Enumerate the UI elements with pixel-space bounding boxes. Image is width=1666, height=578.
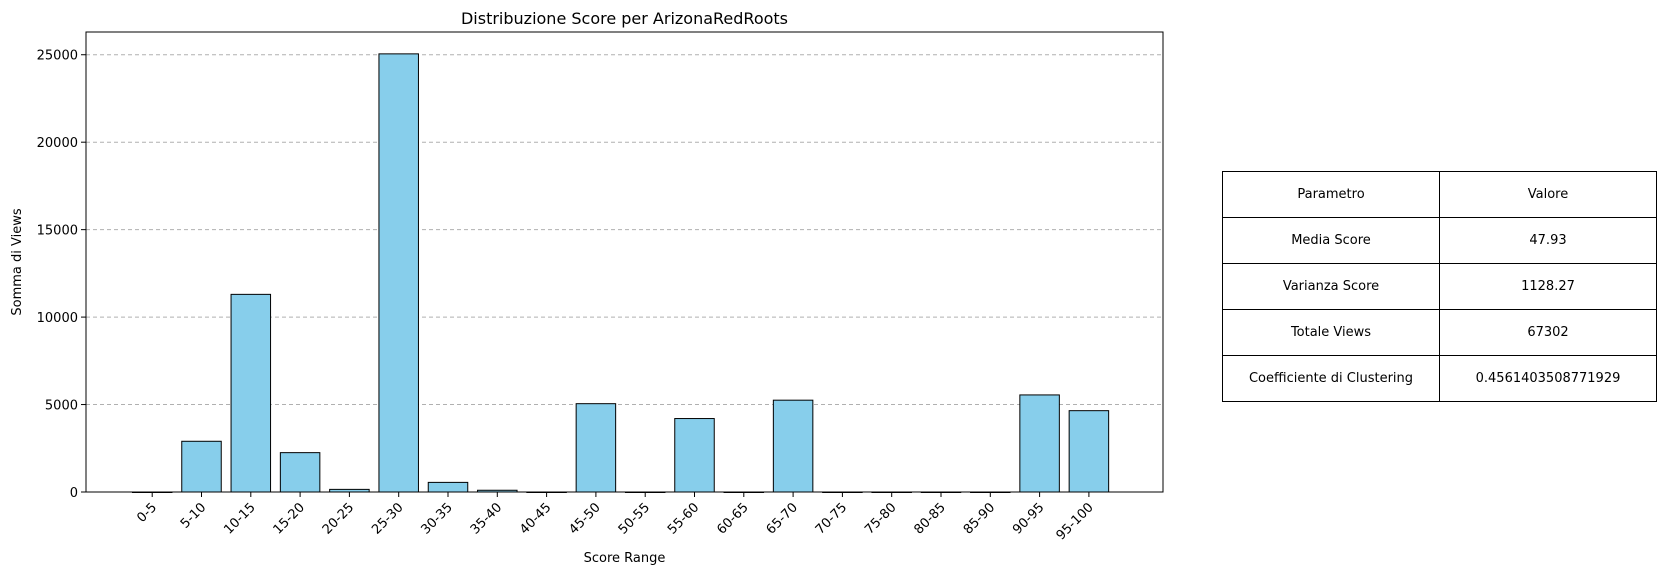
bar-45-50 (575, 403, 617, 493)
x-axis-ticks: 0-5 5-10 10-15 15-20 20-25 25-30 30-35 35-40 40-… (134, 492, 1097, 543)
x-tick-label: 90-95 (1010, 500, 1047, 537)
x-tick-label: 70-75 (813, 500, 850, 537)
table-cell-parameter: Varianza Score (1222, 263, 1440, 310)
table-row: Totale Views 67302 (1222, 309, 1657, 356)
y-axis-ticks: 0 5000 10000 15000 20000 25000 (37, 49, 86, 501)
x-tick-label: 45-50 (566, 500, 603, 537)
bar-chart: Distribuzione Score per ArizonaRedRoots … (10, 9, 1164, 566)
x-tick-label: 65-70 (764, 500, 801, 537)
bar-25-30 (378, 53, 419, 493)
table-cell-value: 1128.27 (1439, 263, 1657, 310)
y-tick-label: 15000 (37, 224, 78, 239)
x-tick-label: 80-85 (912, 500, 949, 537)
table-header-cell: Parametro (1222, 171, 1440, 218)
table-row: Coefficiente di Clustering 0.45614035087… (1222, 355, 1657, 402)
x-tick-label: 35-40 (468, 500, 505, 537)
x-tick-label: 20-25 (320, 500, 357, 537)
y-axis-label: Somma di Views (10, 208, 25, 315)
x-tick-label: 30-35 (419, 500, 456, 537)
table-cell-value: 0.4561403508771929 (1439, 355, 1657, 402)
x-tick-label: 75-80 (862, 500, 899, 537)
plot-frame (85, 31, 1164, 493)
table-cell-parameter: Media Score (1222, 217, 1440, 264)
bars (131, 53, 1110, 493)
bar-90-95 (1019, 394, 1060, 493)
x-tick-label: 50-55 (616, 500, 653, 537)
y-tick-label: 0 (70, 486, 78, 501)
bar-10-15 (230, 293, 272, 493)
y-tick-label: 20000 (37, 136, 78, 151)
table-cell-value: 47.93 (1439, 217, 1657, 264)
x-tick-label: 25-30 (369, 500, 406, 537)
bar-95-100 (1068, 410, 1110, 493)
table-row: Media Score 47.93 (1222, 217, 1657, 264)
x-tick-label: 85-90 (961, 500, 998, 537)
table-cell-parameter: Coefficiente di Clustering (1222, 355, 1440, 402)
x-tick-label: 0-5 (134, 500, 160, 526)
x-tick-label: 95-100 (1054, 500, 1097, 543)
x-tick-label: 40-45 (517, 500, 554, 537)
y-tick-label: 10000 (37, 311, 78, 326)
chart-title: Distribuzione Score per ArizonaRedRoots (461, 9, 788, 28)
x-tick-label: 15-20 (271, 500, 308, 537)
table-header-cell: Valore (1439, 171, 1657, 218)
table-header-row: Parametro Valore (1222, 171, 1657, 218)
x-tick-label: 5-10 (178, 500, 209, 531)
table-row: Varianza Score 1128.27 (1222, 263, 1657, 310)
x-tick-label: 55-60 (665, 500, 702, 537)
table-cell-parameter: Totale Views (1222, 309, 1440, 356)
table-cell-value: 67302 (1439, 309, 1657, 356)
bar-55-60 (674, 418, 715, 493)
bar-15-20 (279, 452, 321, 493)
bar-65-70 (772, 399, 814, 493)
bar-5-10 (181, 440, 222, 493)
y-tick-label: 25000 (37, 49, 78, 64)
bar-30-35 (427, 481, 469, 493)
y-tick-label: 5000 (45, 399, 78, 414)
x-axis-label: Score Range (584, 551, 666, 566)
x-tick-label: 10-15 (221, 500, 258, 537)
stats-table: Parametro Valore Media Score 47.93 Varia… (1222, 171, 1657, 402)
x-tick-label: 60-65 (714, 500, 751, 537)
